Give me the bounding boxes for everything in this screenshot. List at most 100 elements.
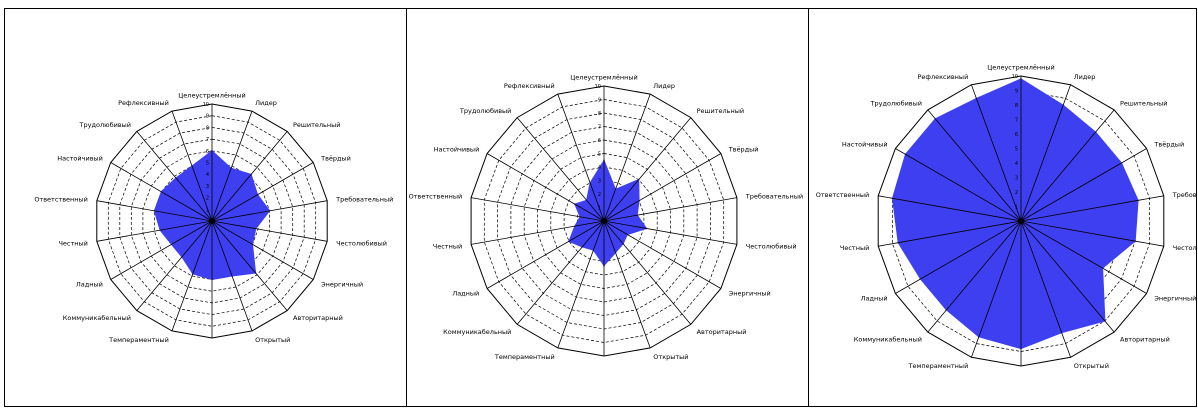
radial-tick-label: 1 [206,207,209,213]
spoke [136,131,213,222]
radial-tick-label: 4 [598,165,601,171]
category-label: Решительный [293,121,340,129]
category-label: Авторитарный [1120,336,1170,344]
category-label: Целеустремлённый [987,64,1054,72]
category-label: Трудолюбивый [870,100,922,108]
radial-tick-label: 6 [598,138,601,144]
spoke [516,220,605,325]
spoke [1020,84,1071,222]
radial-tick-label: 7 [206,137,209,143]
spoke [516,117,605,222]
category-label: Решительный [697,107,744,115]
radial-tick-label: 9 [206,114,209,120]
center-dot [1018,218,1024,224]
radial-tick-label: 3 [206,184,209,190]
spoke [471,220,605,245]
category-label: Коммуникабельный [443,328,511,336]
spokes [878,76,1164,366]
spoke [603,220,737,245]
spoke [603,93,651,222]
radar-chart-3: 1 2 3 4 5 6 7 8 9 10 Целеустремлённый Лидер Решитель… [816,64,1196,371]
category-label: Настойчивый [842,141,888,149]
category-label: Лидер [1074,73,1096,81]
category-label: Рефлексивный [918,73,969,81]
category-label: Твёрдый [728,146,759,154]
spoke [486,220,605,289]
category-label: Ответственный [816,191,870,199]
spoke [211,220,328,242]
radial-tick-label: 8 [598,111,601,117]
spoke [927,220,1022,333]
spoke [557,220,605,349]
spokes [471,86,737,356]
radial-tick-label: 2 [598,192,601,198]
spokes [96,104,328,338]
spoke [603,220,722,289]
radial-tick-label: 6 [1015,132,1018,138]
radial-tick-label: 10 [1012,74,1018,80]
category-label: Ответственный [409,193,463,201]
spoke [1020,195,1164,222]
radial-tick-label: 9 [598,98,601,104]
spoke [557,93,605,222]
spoke [1020,220,1147,294]
radar-chart-panel-1: 1 2 3 4 5 6 7 8 9 10 Целеустремлённый Лидер Решитель… [4,8,407,407]
radial-tick-label: 2 [1015,190,1018,196]
radial-tick-label: 8 [206,125,209,131]
spoke [971,220,1022,358]
category-label: Темпераментный [494,353,555,361]
radial-tick-label: 10 [595,84,601,90]
category-label: Твёрдый [1153,141,1184,149]
category-label: Открытый [255,336,290,344]
category-label: Лидер [255,99,277,107]
category-label: Трудолюбивый [459,107,511,115]
category-label: Рефлексивный [118,99,169,107]
center-dot [601,218,607,224]
radial-tick-label: 1 [598,206,601,212]
spoke [1020,220,1115,333]
spoke [211,162,314,222]
spoke [603,117,692,222]
radar-chart-2: 1 2 3 4 5 6 7 8 9 10 Целеустремлённый Лидер Решитель… [409,74,803,361]
category-label: Рефлексивный [504,82,555,90]
radial-tick-label: 6 [206,149,209,155]
spoke [171,110,213,222]
spoke [486,153,605,222]
category-label: Ответственный [34,196,88,204]
spoke [878,220,1022,247]
category-label: Открытый [1074,362,1109,370]
data-polygon [568,159,648,267]
category-label: Лидер [653,82,675,90]
category-label: Ладный [861,295,888,303]
radial-tick-label: 7 [598,125,601,131]
spoke [211,220,253,332]
radial-tick-label: 3 [1015,176,1018,182]
spoke [136,220,213,311]
radar-chart-1: 1 2 3 4 5 6 7 8 9 10 Целеустремлённый Лидер Решитель… [34,92,393,344]
category-label: Энергичный [321,281,363,289]
spoke [603,220,692,325]
spoke [895,220,1022,294]
spoke [110,162,213,222]
spoke [927,109,1022,222]
radar-chart-panel-3: 1 2 3 4 5 6 7 8 9 10 Целеустремлённый Лидер Решитель… [808,8,1197,407]
spoke [171,220,213,332]
category-label: Ладный [452,290,479,298]
category-label: Авторитарный [293,314,343,322]
spoke [895,148,1022,222]
radial-tick-label: 5 [206,161,209,167]
category-label: Настойчивый [57,155,103,163]
category-label: Энергичный [1154,295,1196,303]
category-label: Ладный [76,281,103,289]
radial-tick-label: 5 [598,152,601,158]
radial-tick-label: 5 [1015,147,1018,153]
category-label: Открытый [653,353,688,361]
category-label: Честолюбивый [336,239,387,247]
spoke [603,220,651,349]
spoke [110,220,213,280]
category-label: Целеустремлённый [570,74,637,82]
category-label: Честолюбивый [746,243,797,251]
category-label: Честолюбивый [1173,244,1196,252]
spoke [603,197,737,222]
category-label: Темпераментный [908,362,969,370]
